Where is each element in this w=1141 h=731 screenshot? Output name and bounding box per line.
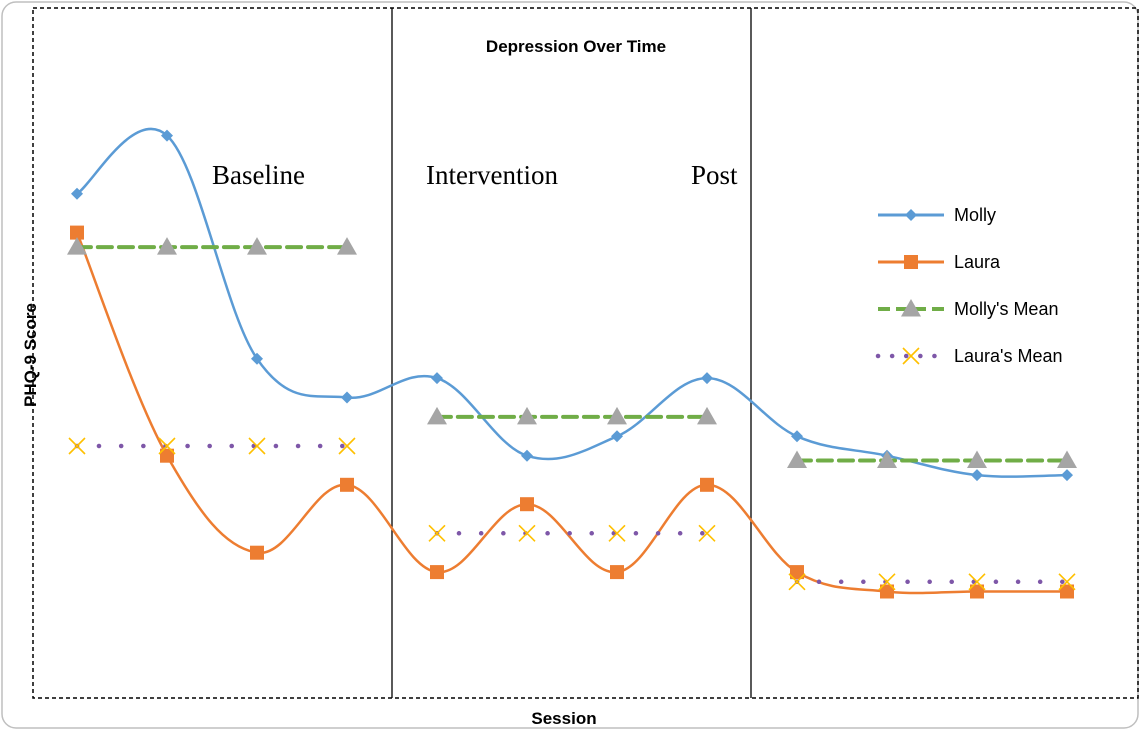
legend-marker-molly-s-mean bbox=[901, 299, 921, 317]
data-point-laura-11 bbox=[970, 584, 984, 599]
data-point-laura-3 bbox=[250, 545, 264, 560]
legend-label-molly: Molly bbox=[954, 205, 996, 225]
legend-item-molly-s-mean: Molly's Mean bbox=[878, 299, 1058, 319]
data-point-laura-s-mean-8 bbox=[698, 524, 716, 542]
data-point-molly-7 bbox=[611, 430, 623, 443]
x-axis-label: Session bbox=[531, 709, 596, 728]
data-point-laura-s-mean-11 bbox=[968, 573, 986, 591]
data-point-laura-s-mean-12 bbox=[1058, 573, 1076, 591]
data-point-laura-9 bbox=[790, 565, 804, 580]
legend-marker-molly bbox=[905, 209, 917, 221]
data-point-laura-6 bbox=[520, 497, 534, 512]
series-molly-s-mean bbox=[67, 237, 1077, 469]
legend-item-laura: Laura bbox=[878, 252, 1001, 272]
data-point-laura-1 bbox=[70, 225, 84, 240]
data-point-laura-s-mean-6 bbox=[518, 524, 536, 542]
data-point-laura-12 bbox=[1060, 584, 1074, 599]
data-point-molly-11 bbox=[971, 469, 983, 482]
phase-label-intervention: Intervention bbox=[426, 160, 558, 190]
data-point-laura-s-mean-7 bbox=[608, 524, 626, 542]
series-layer bbox=[67, 127, 1077, 599]
data-point-laura-2 bbox=[160, 448, 174, 463]
legend-marker-laura-s-mean bbox=[902, 347, 920, 365]
legend-marker-laura bbox=[904, 255, 918, 269]
data-point-molly-s-mean-11 bbox=[967, 450, 987, 469]
data-point-laura-s-mean-2 bbox=[158, 437, 176, 455]
data-point-molly-2 bbox=[161, 129, 173, 142]
data-point-laura-s-mean-5 bbox=[428, 524, 446, 542]
phase-label-baseline: Baseline bbox=[212, 160, 305, 190]
data-point-molly-5 bbox=[431, 372, 443, 385]
data-point-molly-12 bbox=[1061, 469, 1073, 482]
legend-item-molly: Molly bbox=[878, 205, 996, 225]
data-point-molly-s-mean-7 bbox=[607, 406, 627, 425]
data-point-laura-s-mean-9 bbox=[788, 573, 806, 591]
data-point-molly-4 bbox=[341, 391, 353, 404]
legend: Molly Laura Molly's Mean Laura's Mean bbox=[875, 205, 1063, 366]
data-point-molly-s-mean-10 bbox=[877, 450, 897, 469]
y-axis-label: PHQ-9 Score bbox=[21, 303, 40, 407]
data-point-laura-s-mean-10 bbox=[878, 573, 896, 591]
plot-area-border bbox=[32, 7, 1139, 699]
data-point-molly-s-mean-4 bbox=[337, 237, 357, 255]
data-point-laura-s-mean-4 bbox=[338, 437, 356, 455]
data-point-molly-9 bbox=[791, 430, 803, 443]
data-point-laura-7 bbox=[610, 565, 624, 580]
data-point-laura-4 bbox=[340, 477, 354, 492]
series-laura-s-mean bbox=[68, 437, 1076, 591]
series-laura bbox=[70, 225, 1074, 599]
data-point-molly-6 bbox=[521, 449, 533, 462]
data-point-molly-1 bbox=[71, 187, 83, 200]
data-point-molly-s-mean-12 bbox=[1057, 450, 1077, 469]
chart-title: Depression Over Time bbox=[486, 37, 666, 56]
data-point-molly-s-mean-3 bbox=[247, 237, 267, 255]
data-point-laura-s-mean-3 bbox=[248, 437, 266, 455]
data-point-laura-10 bbox=[880, 584, 894, 599]
data-point-laura-5 bbox=[430, 565, 444, 580]
legend-label-molly-s-mean: Molly's Mean bbox=[954, 299, 1058, 319]
data-point-laura-s-mean-1 bbox=[68, 437, 86, 455]
data-point-molly-s-mean-9 bbox=[787, 450, 807, 469]
legend-label-laura-s-mean: Laura's Mean bbox=[954, 346, 1063, 366]
data-point-molly-s-mean-6 bbox=[517, 406, 537, 425]
data-point-molly-s-mean-2 bbox=[157, 237, 177, 255]
data-point-laura-8 bbox=[700, 477, 714, 492]
data-point-molly-3 bbox=[251, 352, 263, 365]
data-point-molly-s-mean-8 bbox=[697, 406, 717, 425]
data-point-molly-s-mean-5 bbox=[427, 406, 447, 425]
data-point-molly-8 bbox=[701, 372, 713, 385]
phase-label-post: Post bbox=[691, 160, 738, 190]
legend-item-laura-s-mean: Laura's Mean bbox=[875, 346, 1063, 366]
data-point-molly-s-mean-1 bbox=[67, 237, 87, 255]
legend-label-laura: Laura bbox=[954, 252, 1001, 272]
